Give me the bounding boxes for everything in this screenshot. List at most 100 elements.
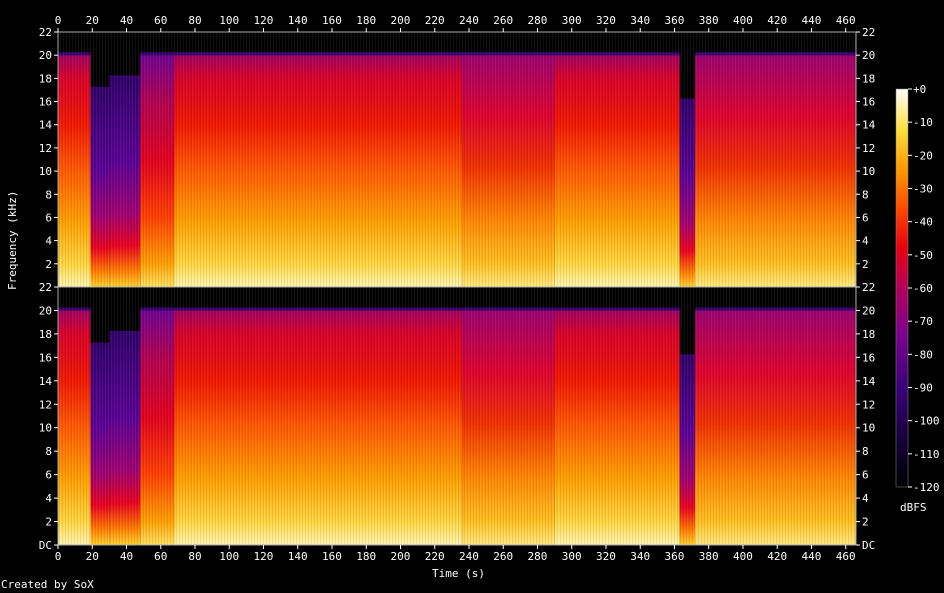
x-tick-label: 300 bbox=[562, 550, 582, 563]
colorbar-tick-label: -60 bbox=[913, 282, 933, 295]
x-tick-label: 320 bbox=[596, 550, 616, 563]
colorbar-tick-label: -110 bbox=[913, 448, 940, 461]
colorbar-unit: dBFS bbox=[900, 501, 927, 514]
texture-overlay bbox=[58, 32, 856, 287]
y-tick-label: 18 bbox=[862, 328, 875, 341]
x-tick-label: 40 bbox=[120, 14, 133, 27]
x-tick-label: 100 bbox=[219, 14, 239, 27]
y-tick-label: 6 bbox=[862, 469, 869, 482]
colorbar-tick-label: -120 bbox=[913, 481, 940, 494]
y-tick-label: 6 bbox=[862, 211, 869, 224]
y-tick-label: 4 bbox=[862, 235, 869, 248]
colorbar: +0 -10 -20 -30 -40 -50 -60 -70 -80 -90 -100 -110 -12… bbox=[895, 83, 940, 494]
channel-frame bbox=[57, 286, 857, 546]
y-tick-label: 14 bbox=[39, 119, 53, 132]
y-tick-label: 16 bbox=[39, 351, 52, 364]
y-tick-label: 10 bbox=[39, 422, 52, 435]
x-tick-label: 420 bbox=[767, 14, 787, 27]
colorbar-tick-label: -100 bbox=[913, 415, 940, 428]
colorbar-tick-label: -40 bbox=[913, 216, 933, 229]
y-tick-label: 4 bbox=[862, 492, 869, 505]
y-tick-label: 22 bbox=[862, 26, 875, 39]
x-tick-label: 140 bbox=[288, 550, 308, 563]
x-tick-label: 120 bbox=[254, 550, 274, 563]
y-tick-label: 6 bbox=[45, 469, 52, 482]
x-tick-label: 400 bbox=[733, 550, 753, 563]
y-tick-label: 20 bbox=[39, 304, 52, 317]
colorbar-gradient bbox=[895, 88, 909, 488]
x-tick-label: 60 bbox=[154, 550, 167, 563]
x-tick-label: 120 bbox=[254, 14, 274, 27]
colorbar-tick-label: -90 bbox=[913, 382, 933, 395]
x-axis-title: Time (s) bbox=[432, 567, 485, 580]
y-tick-label: 22 bbox=[862, 281, 875, 294]
x-tick-label: 20 bbox=[86, 550, 99, 563]
x-tick-label: 420 bbox=[767, 550, 787, 563]
y-tick-label: 22 bbox=[39, 281, 52, 294]
x-tick-label: 60 bbox=[154, 14, 167, 27]
x-axis: 0 0 20 20 40 40 60 60 80 80 100 100 120 120 140 140 160 1… bbox=[55, 14, 856, 563]
x-tick-label: 260 bbox=[493, 14, 513, 27]
x-tick-label: 280 bbox=[528, 14, 548, 27]
x-tick-label: 240 bbox=[459, 14, 479, 27]
y-tick-label: 12 bbox=[39, 398, 52, 411]
colorbar-tick-label: -70 bbox=[913, 315, 933, 328]
y-tick-label: 2 bbox=[45, 258, 52, 271]
y-tick-label: DC bbox=[862, 539, 875, 552]
credit-text: Created by SoX bbox=[1, 578, 94, 591]
y-tick-label: 18 bbox=[862, 72, 875, 85]
x-tick-label: 100 bbox=[219, 550, 239, 563]
y-tick-label: 8 bbox=[45, 445, 52, 458]
x-tick-label: 460 bbox=[836, 550, 856, 563]
texture-overlay bbox=[58, 287, 856, 545]
x-tick-label: 360 bbox=[665, 14, 685, 27]
x-tick-label: 80 bbox=[188, 14, 201, 27]
y-tick-label: 22 bbox=[39, 26, 52, 39]
x-tick-label: 0 bbox=[55, 14, 62, 27]
x-tick-label: 160 bbox=[322, 14, 342, 27]
y-tick-label: 20 bbox=[39, 49, 52, 62]
x-tick-label: 460 bbox=[836, 14, 856, 27]
y-tick-label: 6 bbox=[45, 211, 52, 224]
x-tick-label: 20 bbox=[86, 14, 99, 27]
x-tick-label: 260 bbox=[493, 550, 513, 563]
colorbar-tick-label: -80 bbox=[913, 348, 933, 361]
colorbar-tick-label: +0 bbox=[913, 83, 926, 96]
x-tick-label: 400 bbox=[733, 14, 753, 27]
x-tick-label: 180 bbox=[356, 550, 376, 563]
channel-2 bbox=[57, 286, 857, 546]
y-tick-label: 4 bbox=[45, 235, 52, 248]
x-tick-label: 240 bbox=[459, 550, 479, 563]
y-tick-label: 18 bbox=[39, 328, 52, 341]
y-tick-label: 16 bbox=[862, 96, 875, 109]
y-tick-label: 2 bbox=[862, 516, 869, 529]
y-axis-title: Frequency (kHz) bbox=[6, 190, 19, 290]
x-tick-label: 200 bbox=[391, 550, 411, 563]
y-tick-label: 10 bbox=[862, 165, 875, 178]
y-tick-label: 14 bbox=[862, 375, 876, 388]
x-tick-label: 80 bbox=[188, 550, 201, 563]
x-tick-label: 220 bbox=[425, 550, 445, 563]
x-tick-label: 380 bbox=[699, 14, 719, 27]
y-tick-label: 2 bbox=[862, 258, 869, 271]
x-tick-label: 0 bbox=[55, 550, 62, 563]
y-tick-label: 8 bbox=[862, 188, 869, 201]
y-tick-label: 8 bbox=[45, 188, 52, 201]
x-tick-label: 300 bbox=[562, 14, 582, 27]
y-tick-label: 14 bbox=[39, 375, 53, 388]
y-tick-label: 20 bbox=[862, 304, 875, 317]
x-tick-label: 360 bbox=[665, 550, 685, 563]
colorbar-tick-label: -10 bbox=[913, 116, 933, 129]
colorbar-tick-label: -20 bbox=[913, 149, 933, 162]
x-tick-label: 220 bbox=[425, 14, 445, 27]
x-tick-label: 140 bbox=[288, 14, 308, 27]
y-tick-label: 8 bbox=[862, 445, 869, 458]
y-tick-label: 20 bbox=[862, 49, 875, 62]
spectrogram-channels bbox=[57, 31, 857, 546]
y-tick-label: 18 bbox=[39, 72, 52, 85]
y-tick-label: 2 bbox=[45, 516, 52, 529]
x-tick-label: 200 bbox=[391, 14, 411, 27]
y-tick-label: 16 bbox=[862, 351, 875, 364]
y-tick-label: 4 bbox=[45, 492, 52, 505]
